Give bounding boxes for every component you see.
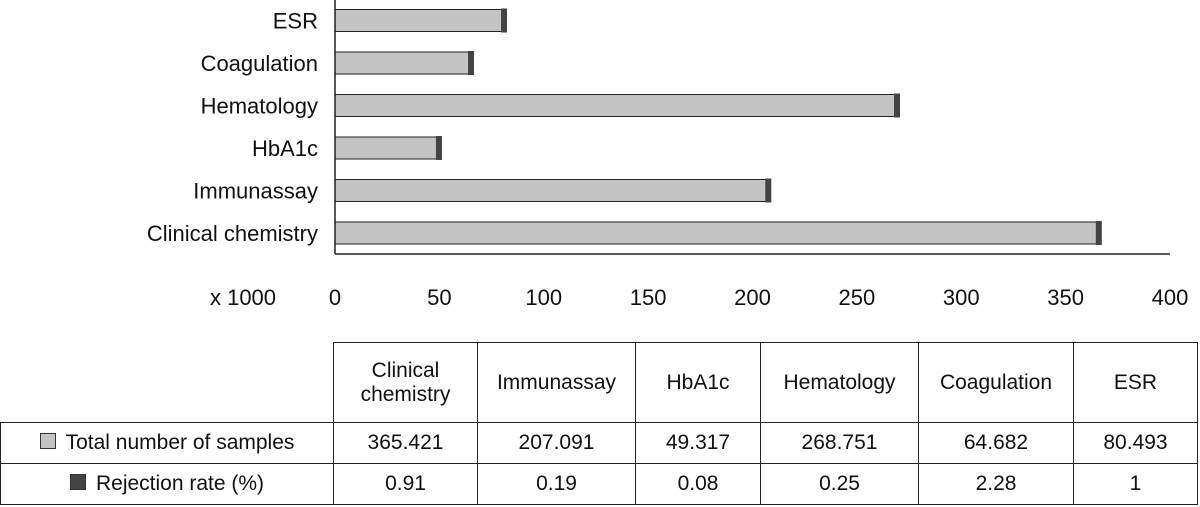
bar-chart: Clinical chemistry Immunassay HbA1c Hematol… bbox=[147, 0, 1188, 310]
table-cell: 0.91 bbox=[333, 463, 478, 505]
table-header-cell: Hematology bbox=[760, 342, 919, 423]
axes bbox=[334, 0, 1170, 255]
bar-rejection-1 bbox=[765, 178, 772, 203]
x-tick-label: 200 bbox=[734, 285, 771, 310]
bar-total-1 bbox=[334, 179, 768, 202]
bar-rejection-2 bbox=[435, 136, 442, 160]
bar-total-4 bbox=[334, 51, 471, 75]
table-cell: 0.25 bbox=[760, 463, 919, 505]
x-tick-label: 50 bbox=[427, 285, 451, 310]
bar-rejection-3 bbox=[894, 93, 901, 118]
table-cell: 0.08 bbox=[635, 463, 761, 505]
table-cell: 1 bbox=[1073, 463, 1198, 505]
x-tick-label: 0 bbox=[329, 285, 341, 310]
table-cell: 2.28 bbox=[918, 463, 1074, 505]
table-cell: 64.682 bbox=[918, 422, 1074, 464]
category-label: HbA1c bbox=[252, 136, 318, 161]
bar-rejection-0 bbox=[1095, 221, 1102, 245]
bar-rejection-4 bbox=[468, 51, 475, 75]
x-tick-label: 100 bbox=[525, 285, 562, 310]
axis-multiplier-label: x 1000 bbox=[210, 285, 276, 310]
x-tick-label: 300 bbox=[943, 285, 980, 310]
legend-swatch bbox=[69, 474, 86, 491]
table-cell: 80.493 bbox=[1073, 422, 1198, 464]
x-tick-label: 150 bbox=[630, 285, 667, 310]
table-row: Total number of samples 365.421 207.091 49.… bbox=[0, 422, 1198, 464]
bar-rejection-5 bbox=[501, 8, 508, 33]
table-row: Rejection rate (%) 0.91 0.19 0.08 0.25 2.28 1 bbox=[0, 463, 1198, 505]
category-label: Hematology bbox=[201, 94, 318, 119]
table-cell: 365.421 bbox=[333, 422, 478, 464]
table-cell: 207.091 bbox=[477, 422, 636, 464]
row-label-text: Total number of samples bbox=[65, 431, 295, 454]
table-header-cell: Immunassay bbox=[477, 342, 636, 423]
table-header-cell: Coagulation bbox=[918, 342, 1074, 423]
category-label: Coagulation bbox=[201, 51, 318, 76]
bars-layer bbox=[334, 8, 1102, 245]
table-header-cell: ESR bbox=[1073, 342, 1198, 423]
tick-labels: 0 50 100 150 200 250 300 350 400 bbox=[329, 285, 1188, 310]
bar-total-0 bbox=[334, 221, 1099, 245]
bar-total-3 bbox=[334, 94, 897, 117]
table-cell: 49.317 bbox=[635, 422, 761, 464]
table-cell: 268.751 bbox=[760, 422, 919, 464]
category-label: ESR bbox=[273, 9, 318, 34]
category-label: Immunassay bbox=[193, 179, 318, 204]
table-header-cell: HbA1c bbox=[635, 342, 761, 423]
row-label-text: Rejection rate (%) bbox=[95, 472, 265, 495]
bar-total-2 bbox=[334, 136, 439, 160]
row-label: Total number of samples bbox=[0, 422, 334, 464]
x-tick-label: 250 bbox=[839, 285, 876, 310]
x-tick-label: 400 bbox=[1152, 285, 1189, 310]
data-table: Clinical chemistry Immunassay HbA1c Hematolo… bbox=[0, 342, 1198, 505]
row-label: Rejection rate (%) bbox=[0, 463, 334, 505]
category-label: Clinical chemistry bbox=[147, 221, 318, 246]
legend-swatch bbox=[39, 433, 56, 450]
table-cell: 0.19 bbox=[477, 463, 636, 505]
table-header-cell: Clinical chemistry bbox=[333, 342, 478, 423]
category-labels: Clinical chemistry Immunassay HbA1c Hematol… bbox=[147, 9, 318, 247]
table-header-row: Clinical chemistry Immunassay HbA1c Hematolo… bbox=[0, 342, 1198, 423]
table-corner bbox=[0, 342, 334, 423]
x-tick-label: 350 bbox=[1047, 285, 1084, 310]
table-body: Total number of samples 365.421 207.091 49.… bbox=[0, 422, 1198, 505]
bar-total-5 bbox=[334, 9, 504, 32]
